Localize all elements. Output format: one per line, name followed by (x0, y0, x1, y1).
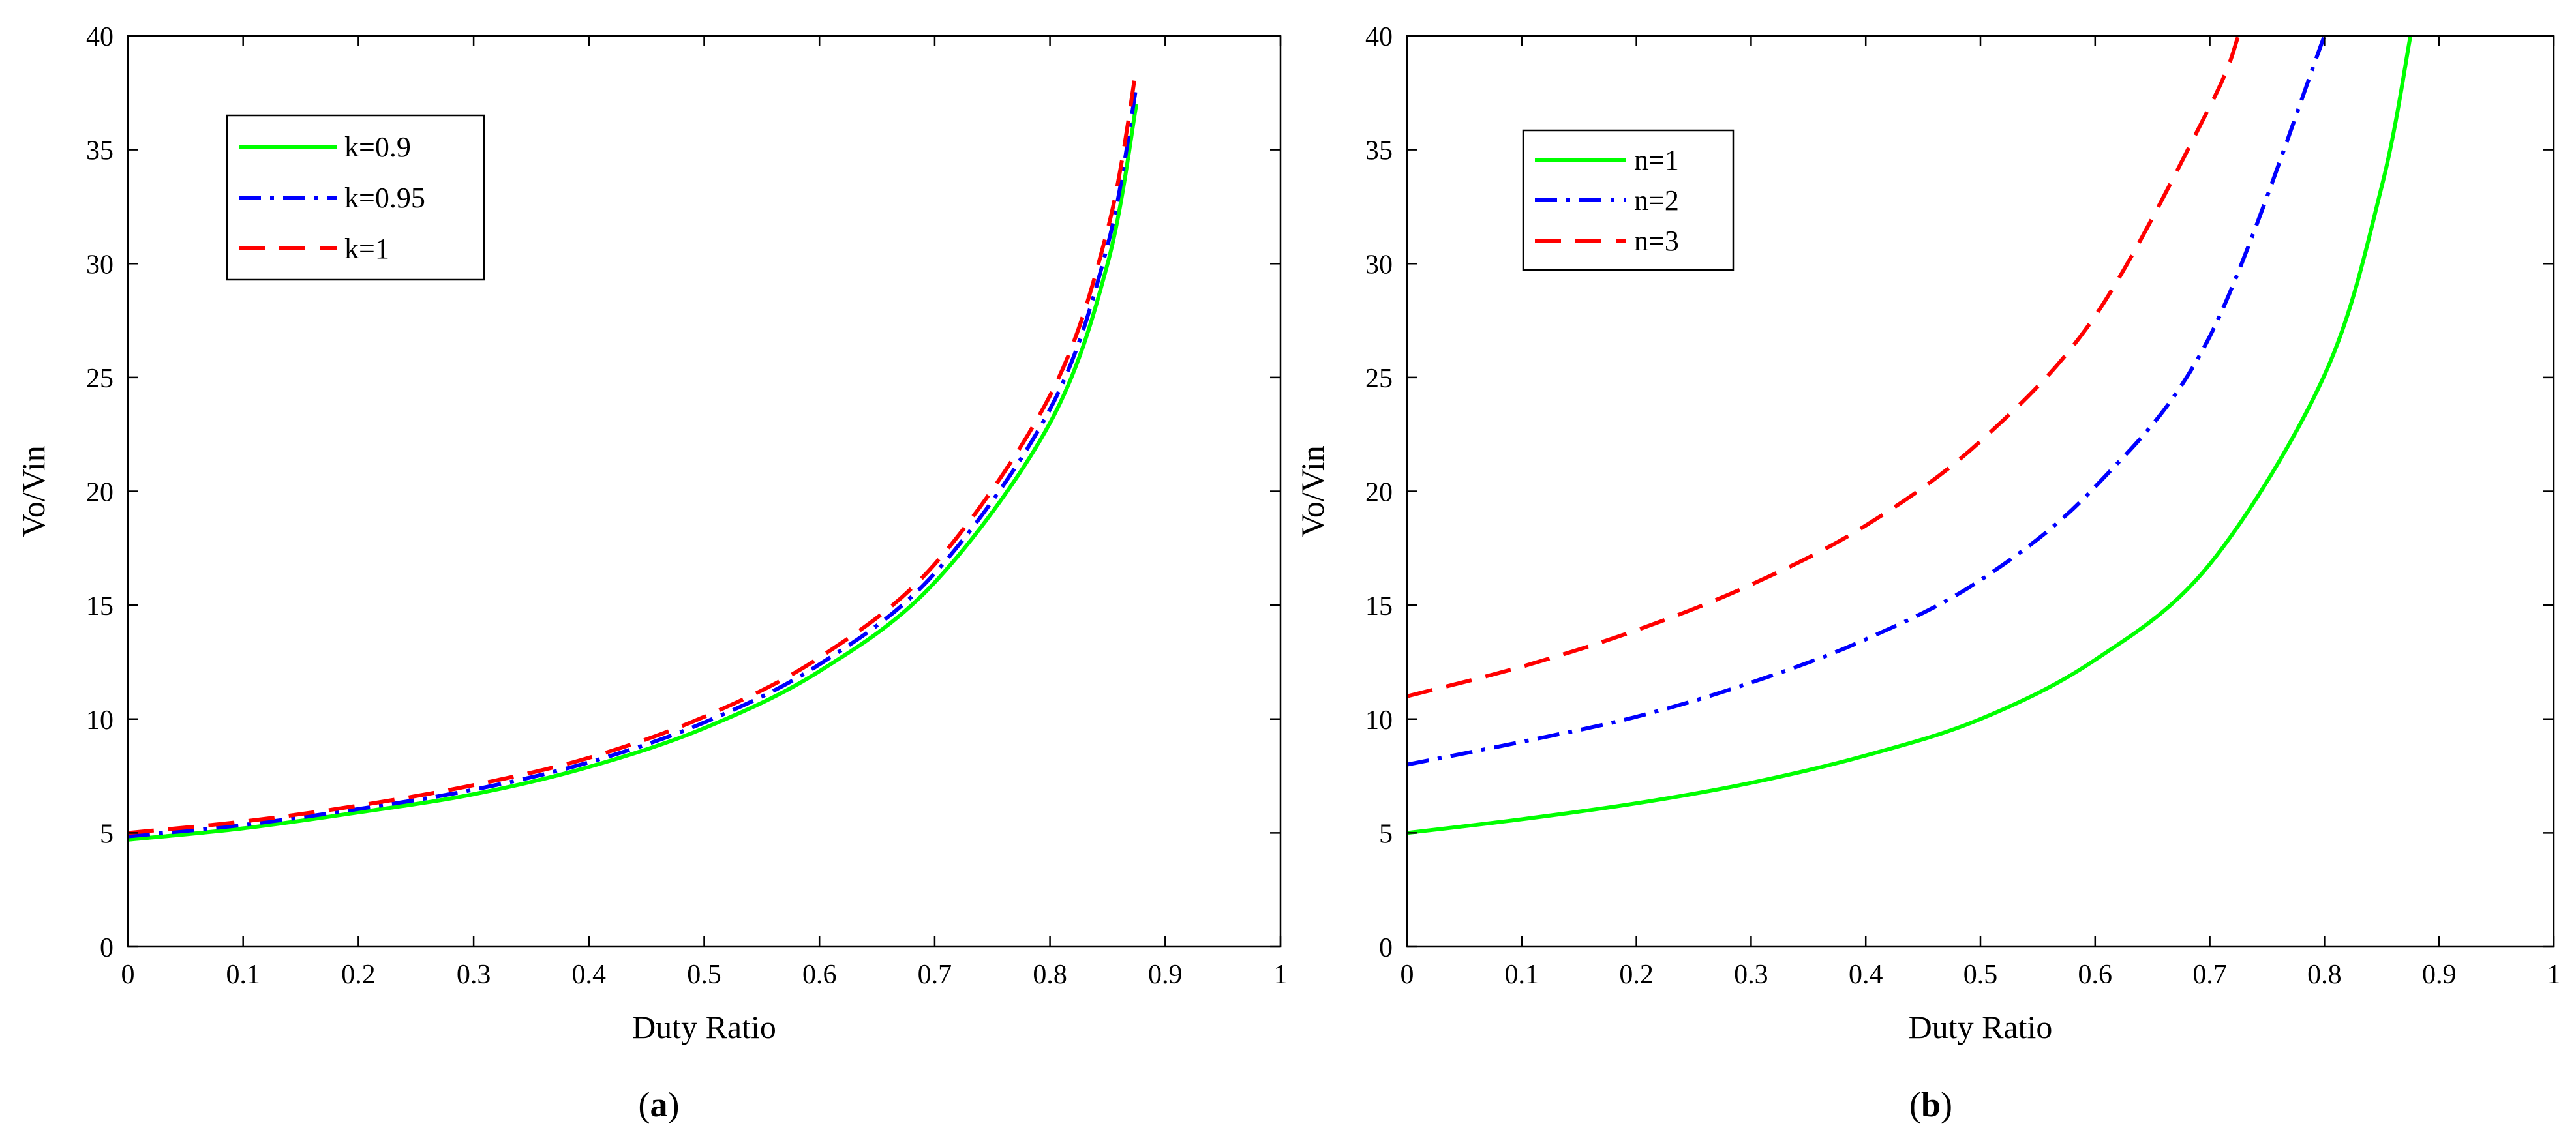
panel-b-y-tick-label: 35 (1365, 136, 1393, 166)
panel-b-legend: n=1 n=2 n=3 (1522, 129, 1735, 271)
panel-a-x-tick-label: 0.6 (802, 960, 837, 990)
panel-b-x-tick-label: 0.7 (2192, 960, 2227, 990)
caption-a-letter: a (650, 1085, 668, 1124)
panel-a-x-tick-label: 0.4 (572, 960, 607, 990)
panel-a-x-tick-label: 0.7 (918, 960, 952, 990)
panel-a-y-tick-label: 10 (86, 706, 114, 736)
panel-b-y-tick-label: 30 (1365, 250, 1393, 280)
panel-a-y-tick-label: 20 (86, 478, 114, 508)
panel-b-legend-box (1522, 129, 1735, 271)
panel-a-x-tick-label: 1 (1274, 960, 1288, 990)
panel-a-y-tick-label: 30 (86, 250, 114, 280)
panel-b-x-tick-label: 0.1 (1505, 960, 1539, 990)
panel-a-legend-label: k=1 (344, 233, 389, 265)
panel-a-x-tick-label: 0.9 (1148, 960, 1183, 990)
panel-b-legend-label: n=2 (1634, 185, 1679, 216)
panel-b-y-tick-label: 0 (1379, 933, 1393, 963)
panel-a-x-tick-label: 0.1 (226, 960, 260, 990)
panel-a-y-tick-label: 0 (100, 933, 114, 963)
panel-b-x-tick-label: 0 (1401, 960, 1414, 990)
panel-b-series-line-n-3 (1407, 36, 2241, 698)
panel-a-series-line-k-0-95 (128, 85, 1139, 839)
panel-b-legend-label: n=1 (1634, 144, 1679, 176)
panel-a-y-tick-label: 15 (86, 591, 114, 621)
panel-b-y-tick-label: 40 (1365, 22, 1393, 52)
panel-a-x-tick-label: 0.2 (341, 960, 376, 990)
panel-a-x-axis-label: Duty Ratio (632, 1009, 776, 1045)
panel-b: 0 0.1 0.2 0.3 0.4 0.5 0.6 0.7 0.8 0.9 105101520253… (1294, 22, 2561, 1045)
panel-a-series-line-k-1 (128, 67, 1139, 835)
panel-b-series-line-n-1 (1407, 36, 2413, 835)
panel-b-x-tick-label: 0.2 (1619, 960, 1654, 990)
panel-b-y-tick-label: 20 (1365, 478, 1393, 508)
panel-a-x-tick-label: 0 (121, 960, 135, 990)
panel-a-x-tick-label: 0.3 (457, 960, 491, 990)
panel-b-series-line-n-2 (1407, 36, 2327, 767)
panel-a-series-line-k-0-9 (128, 104, 1139, 842)
caption-b: (b) (1909, 1085, 1952, 1124)
panel-a-y-tick-label: 25 (86, 364, 114, 394)
panel-a-x-tick-label: 0.8 (1033, 960, 1067, 990)
panel-b-x-tick-label: 0.8 (2307, 960, 2342, 990)
panel-b-x-tick-label: 0.4 (1849, 960, 1883, 990)
panel-b-y-tick-label: 25 (1365, 364, 1393, 394)
panel-a-y-tick-label: 40 (86, 22, 114, 52)
panel-a-legend-box (226, 114, 485, 281)
panel-a-x-tick-label: 0.5 (687, 960, 721, 990)
panel-a: 0 0.1 0.2 0.3 0.4 0.5 0.6 0.7 0.8 0.9 105101520253… (15, 22, 1288, 1045)
panel-b-x-tick-label: 0.6 (2078, 960, 2113, 990)
panel-b-y-axis-label: Vo/Vin (1294, 445, 1331, 537)
panel-a-y-axis-label: Vo/Vin (15, 445, 52, 537)
caption-a: (a) (639, 1085, 680, 1124)
panel-b-x-tick-label: 0.5 (1963, 960, 1998, 990)
panel-b-y-tick-label: 5 (1379, 819, 1393, 849)
panel-a-y-tick-label: 5 (100, 819, 114, 849)
panel-b-y-tick-label: 15 (1365, 591, 1393, 621)
panel-a-y-tick-label: 35 (86, 136, 114, 166)
caption-b-letter: b (1921, 1085, 1941, 1124)
panel-b-x-axis-label: Duty Ratio (1909, 1009, 2053, 1045)
panel-a-legend-label: k=0.9 (344, 131, 411, 163)
panel-b-x-tick-label: 0.9 (2422, 960, 2457, 990)
panel-a-legend: k=0.9 k=0.95 k=1 (226, 114, 485, 281)
panel-b-x-tick-label: 1 (2547, 960, 2561, 990)
panel-b-x-tick-label: 0.3 (1734, 960, 1768, 990)
panel-b-y-tick-label: 10 (1365, 706, 1393, 736)
panel-b-legend-label: n=3 (1634, 225, 1679, 257)
panel-a-legend-label: k=0.95 (344, 182, 425, 214)
